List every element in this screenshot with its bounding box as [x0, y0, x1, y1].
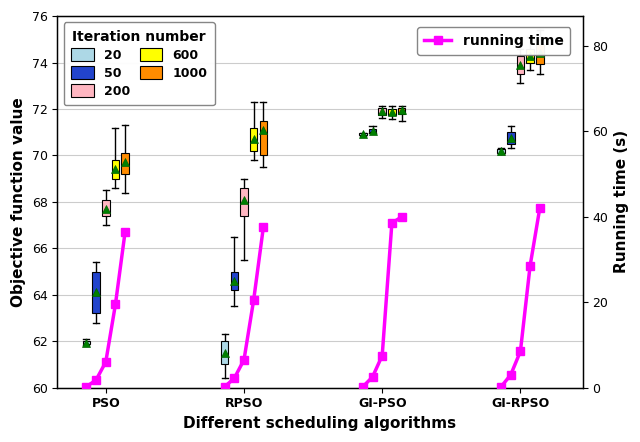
- Bar: [497, 149, 505, 153]
- Bar: [397, 108, 405, 114]
- Bar: [507, 132, 515, 144]
- Y-axis label: Objective function value: Objective function value: [11, 97, 26, 307]
- Bar: [122, 153, 129, 174]
- Bar: [388, 109, 396, 115]
- Y-axis label: Running time (s): Running time (s): [614, 130, 629, 274]
- Bar: [536, 44, 543, 64]
- Bar: [516, 56, 524, 74]
- Bar: [240, 188, 248, 216]
- Bar: [111, 160, 119, 179]
- Bar: [221, 341, 228, 364]
- Bar: [92, 271, 100, 313]
- Bar: [526, 49, 534, 63]
- X-axis label: Different scheduling algorithms: Different scheduling algorithms: [184, 416, 456, 431]
- Bar: [369, 129, 376, 132]
- Bar: [378, 108, 386, 115]
- Bar: [102, 199, 109, 216]
- Legend: running time: running time: [417, 27, 570, 55]
- Bar: [83, 341, 90, 344]
- Bar: [359, 133, 367, 135]
- Bar: [250, 128, 257, 151]
- Bar: [260, 121, 267, 156]
- Bar: [230, 271, 238, 290]
